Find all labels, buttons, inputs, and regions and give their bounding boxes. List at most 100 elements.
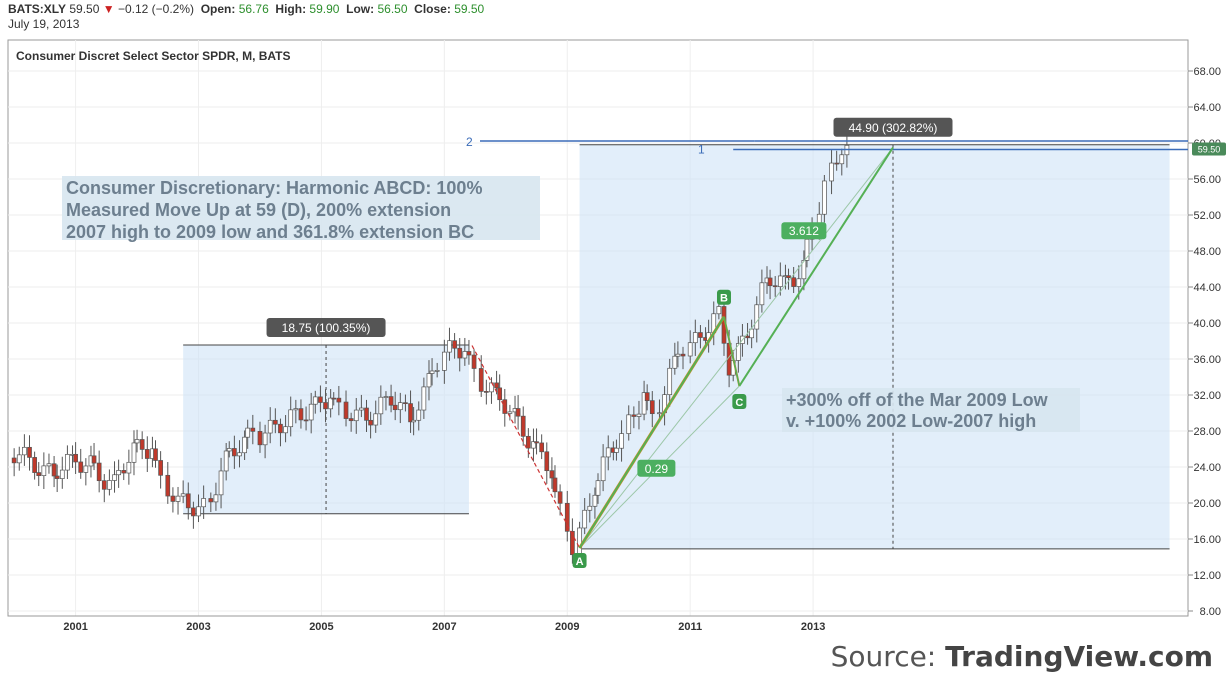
- candle-body: [303, 419, 309, 422]
- y-tick-label: 44.00: [1193, 282, 1221, 294]
- candle-body: [600, 456, 606, 482]
- candle-body: [801, 260, 807, 280]
- candle-body: [267, 419, 273, 434]
- candle-body: [515, 408, 521, 417]
- candle-body: [318, 396, 323, 403]
- candle-body: [804, 238, 810, 261]
- candle-body: [336, 397, 342, 403]
- x-tick-label: 2011: [678, 621, 702, 633]
- down-triangle-icon: ▼: [102, 2, 115, 16]
- source-credit: Source: TradingView.com: [831, 640, 1213, 673]
- x-tick-label: 2005: [309, 621, 333, 633]
- x-tick-label: 2013: [801, 621, 825, 633]
- candle-body: [675, 353, 681, 357]
- candle-body: [364, 407, 369, 421]
- candle-body: [288, 409, 294, 428]
- candle-body: [121, 470, 127, 474]
- candle-body: [549, 470, 555, 479]
- candle-body: [434, 370, 440, 372]
- candle-body: [619, 433, 624, 449]
- y-tick-label: 32.00: [1193, 390, 1221, 402]
- candle-body: [680, 353, 686, 357]
- candle-body: [692, 332, 698, 344]
- candle-body: [139, 439, 145, 450]
- candle-body: [158, 460, 163, 476]
- y-tick-label: 16.00: [1193, 534, 1221, 546]
- close-label: Close:: [414, 2, 451, 16]
- candle-body: [587, 505, 593, 511]
- candle-body: [462, 351, 468, 359]
- annotation-text: 2007 high to 2009 low and 361.8% extensi…: [66, 222, 474, 242]
- close-value: 59.50: [454, 2, 485, 16]
- candle-body: [531, 441, 536, 449]
- candle-body: [552, 477, 558, 493]
- candle-body: [777, 275, 783, 288]
- candle-body: [754, 304, 760, 330]
- y-tick-label: 48.00: [1193, 246, 1221, 258]
- y-tick-label: 52.00: [1193, 210, 1221, 222]
- cd-leg: [738, 146, 894, 387]
- candle-body: [59, 469, 65, 479]
- candle-body: [457, 347, 463, 359]
- candle-body: [557, 491, 563, 504]
- candle-body: [218, 470, 224, 496]
- y-tick-label: 28.00: [1193, 426, 1221, 438]
- candle-body: [520, 415, 526, 437]
- candle-body: [631, 414, 637, 417]
- candle-body: [378, 396, 384, 415]
- open-value: 56.76: [238, 2, 269, 16]
- candle-body: [328, 397, 334, 410]
- candle-body: [497, 387, 503, 401]
- candle-body: [223, 450, 229, 472]
- candle-body: [213, 494, 219, 503]
- last-price-tag-bg: [1192, 142, 1226, 156]
- y-tick-label: 24.00: [1193, 462, 1221, 474]
- candle-body: [644, 392, 650, 401]
- candle-body: [278, 423, 283, 434]
- low-value: 56.50: [377, 2, 408, 16]
- candle-body: [283, 426, 288, 434]
- symbol-name: BATS:XLY: [8, 2, 67, 16]
- point-label-a: A: [576, 556, 584, 568]
- y-tick-label: 64.00: [1193, 102, 1221, 114]
- candle-body: [667, 367, 673, 395]
- candle-body: [614, 447, 619, 453]
- candle-body: [447, 340, 452, 353]
- point-label-bg-c: [732, 394, 747, 409]
- candle-body: [22, 446, 27, 456]
- candle-body: [791, 277, 796, 287]
- annotation-box-2: [782, 388, 1080, 432]
- candle-body: [54, 475, 60, 479]
- candle-body: [564, 502, 570, 532]
- candle-body: [331, 397, 337, 400]
- candle-body: [735, 343, 741, 361]
- y-tick-label: 20.00: [1193, 498, 1221, 510]
- candle-body: [478, 368, 484, 392]
- candle-body: [403, 402, 408, 405]
- candle-body: [208, 498, 214, 503]
- candle-body: [411, 419, 416, 423]
- price-line-2-label: 2: [466, 135, 473, 149]
- y-tick-label: 56.00: [1193, 174, 1221, 186]
- y-tick-label: 8.00: [1200, 606, 1221, 618]
- candle-body: [544, 451, 550, 472]
- y-tick-label: 12.00: [1193, 570, 1221, 582]
- x-tick-label: 2009: [555, 621, 579, 633]
- decline-dashed-line: [471, 345, 581, 549]
- candle-body: [134, 439, 140, 444]
- last-price-tag: 59.50: [1198, 145, 1221, 155]
- annotation-text: v. +100% 2002 Low-2007 high: [786, 411, 1036, 431]
- candle-body: [353, 409, 359, 422]
- candle-body: [116, 470, 121, 476]
- candle-body: [232, 448, 237, 457]
- candle-body: [636, 413, 642, 417]
- ratio-label-bg: [637, 459, 676, 477]
- candle-body: [605, 447, 611, 458]
- candle-body: [180, 493, 186, 497]
- point-label-c: C: [735, 397, 743, 409]
- annotation-text: +300% off of the Mar 2009 Low: [786, 390, 1049, 410]
- candle-body: [96, 462, 102, 482]
- price-line-1-label: 1: [698, 143, 705, 157]
- candle-body: [32, 457, 37, 473]
